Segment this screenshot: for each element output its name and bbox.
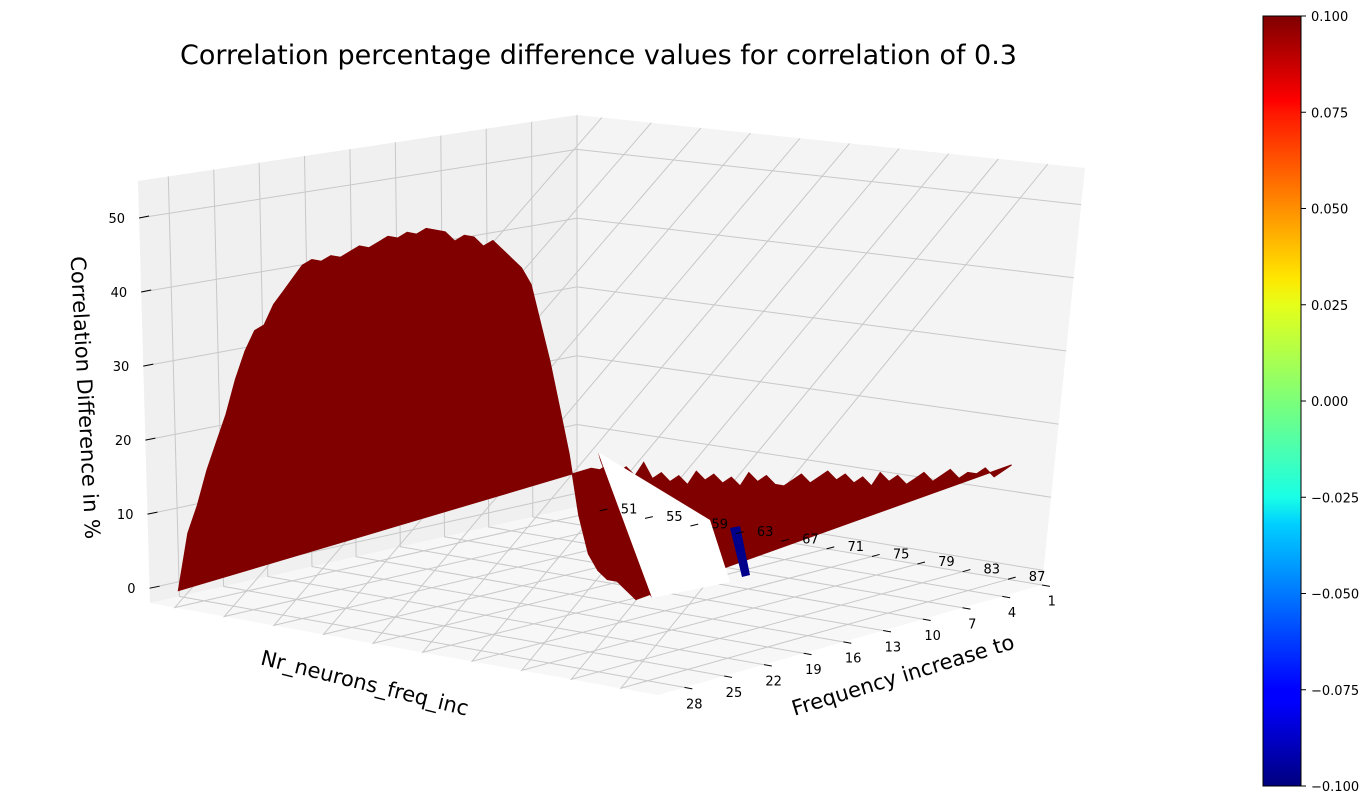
y-tick-mark bbox=[843, 641, 852, 644]
z-tick-label: 0 bbox=[127, 582, 135, 597]
z-tick-mark bbox=[138, 215, 150, 219]
y-tick-label: 4 bbox=[1008, 606, 1016, 621]
colorbar-tick-label: 0.025 bbox=[1311, 299, 1348, 314]
grid-line-x bbox=[520, 153, 950, 672]
x-tick-label: 75 bbox=[893, 547, 910, 562]
x-tick-mark bbox=[599, 508, 608, 512]
y-tick-label: 1 bbox=[1048, 595, 1056, 610]
colorbar: 0.100 0.075 0.050 0.025 0.000 −0.025 −0.050 −0.… bbox=[1262, 10, 1359, 795]
x-tick-label: 83 bbox=[983, 562, 1000, 577]
axis-ticks: 0 10 20 30 40 50 28 25 22 19 16 13 10 7 4 1 51 55 59 63 67 71… bbox=[109, 212, 1056, 712]
y-tick-mark bbox=[922, 618, 931, 621]
z-tick-mark bbox=[141, 289, 152, 293]
grid-line-z bbox=[141, 217, 1074, 293]
colorbar-tick-label: −0.025 bbox=[1311, 491, 1359, 506]
surface bbox=[177, 227, 1012, 601]
y-tick-label: 13 bbox=[885, 640, 902, 655]
colorbar-gradient bbox=[1262, 15, 1302, 787]
y-axis-label: Nr_neurons_freq_inc bbox=[258, 646, 471, 722]
y-tick-label: 19 bbox=[805, 663, 822, 678]
grid-line-y bbox=[258, 162, 764, 666]
x-tick-mark bbox=[1007, 576, 1016, 580]
z-tick-mark bbox=[143, 363, 154, 367]
x-tick-label: 51 bbox=[621, 502, 638, 517]
grid-line-y bbox=[167, 176, 685, 688]
x-tick-mark bbox=[644, 516, 653, 519]
z-tick-mark bbox=[145, 437, 156, 441]
z-tick-label: 50 bbox=[109, 212, 126, 227]
y-tick-mark bbox=[763, 664, 772, 667]
x-tick-mark bbox=[962, 569, 971, 573]
x-tick-label: 79 bbox=[938, 555, 955, 570]
x-tick-label: 71 bbox=[847, 540, 864, 555]
colorbar-tick-label: −0.075 bbox=[1311, 684, 1359, 699]
colorbar-tick-label: 0.075 bbox=[1311, 106, 1348, 121]
colorbar-tick-label: −0.050 bbox=[1311, 588, 1359, 603]
colorbar-tick-label: −0.100 bbox=[1311, 780, 1359, 795]
x-tick-mark bbox=[871, 553, 880, 557]
x-tick-label: 55 bbox=[666, 510, 683, 525]
z-tick-mark bbox=[147, 511, 158, 515]
y-tick-mark bbox=[684, 686, 693, 690]
y-tick-mark bbox=[1002, 595, 1011, 599]
z-tick-mark bbox=[149, 585, 160, 589]
z-axis-label: Correlation Difference in % bbox=[66, 256, 105, 540]
y-tick-mark bbox=[724, 675, 733, 678]
grid-line-x bbox=[569, 158, 999, 681]
z-tick-label: 30 bbox=[113, 360, 130, 375]
y-tick-label: 25 bbox=[726, 686, 743, 701]
y-tick-label: 7 bbox=[968, 617, 976, 632]
x-tick-mark bbox=[735, 531, 744, 535]
x-tick-mark bbox=[917, 561, 926, 565]
grid-line-z bbox=[139, 148, 1082, 219]
y-tick-mark bbox=[962, 607, 971, 610]
grid-line-x bbox=[470, 148, 900, 663]
x-tick-mark bbox=[690, 523, 699, 527]
y-tick-label: 28 bbox=[686, 697, 703, 712]
colorbar-tick-label: 0.050 bbox=[1311, 203, 1348, 218]
surface-notch bbox=[598, 452, 730, 598]
surface-main bbox=[177, 227, 1012, 601]
x-tick-label: 63 bbox=[757, 525, 774, 540]
x-tick-label: 67 bbox=[802, 532, 819, 547]
colorbar-tick-label: 0.100 bbox=[1311, 10, 1348, 25]
x-tick-mark bbox=[781, 538, 790, 542]
grid-line-x bbox=[272, 127, 702, 627]
y-tick-mark bbox=[803, 652, 812, 656]
grid-line-y bbox=[531, 121, 1003, 597]
y-tick-label: 22 bbox=[765, 674, 782, 689]
surface-dip bbox=[730, 526, 750, 577]
floor-pane bbox=[150, 507, 1042, 695]
y-tick-label: 16 bbox=[845, 652, 862, 667]
x-tick-mark bbox=[826, 546, 835, 550]
z-tick-label: 20 bbox=[115, 434, 132, 449]
grid-line-y bbox=[213, 169, 725, 677]
y-tick-label: 10 bbox=[924, 629, 941, 644]
x-tick-label: 59 bbox=[711, 517, 728, 532]
z-tick-label: 10 bbox=[117, 508, 134, 523]
chart-title: Correlation percentage difference values… bbox=[180, 40, 1017, 71]
y-tick-mark bbox=[883, 630, 892, 633]
colorbar-tick-label: 0.000 bbox=[1311, 395, 1348, 410]
back-pane bbox=[577, 115, 1085, 585]
z-tick-label: 40 bbox=[111, 286, 128, 301]
x-tick-label: 87 bbox=[1029, 570, 1046, 585]
grid-line-x bbox=[619, 163, 1049, 690]
y-tick-mark bbox=[1041, 584, 1050, 587]
